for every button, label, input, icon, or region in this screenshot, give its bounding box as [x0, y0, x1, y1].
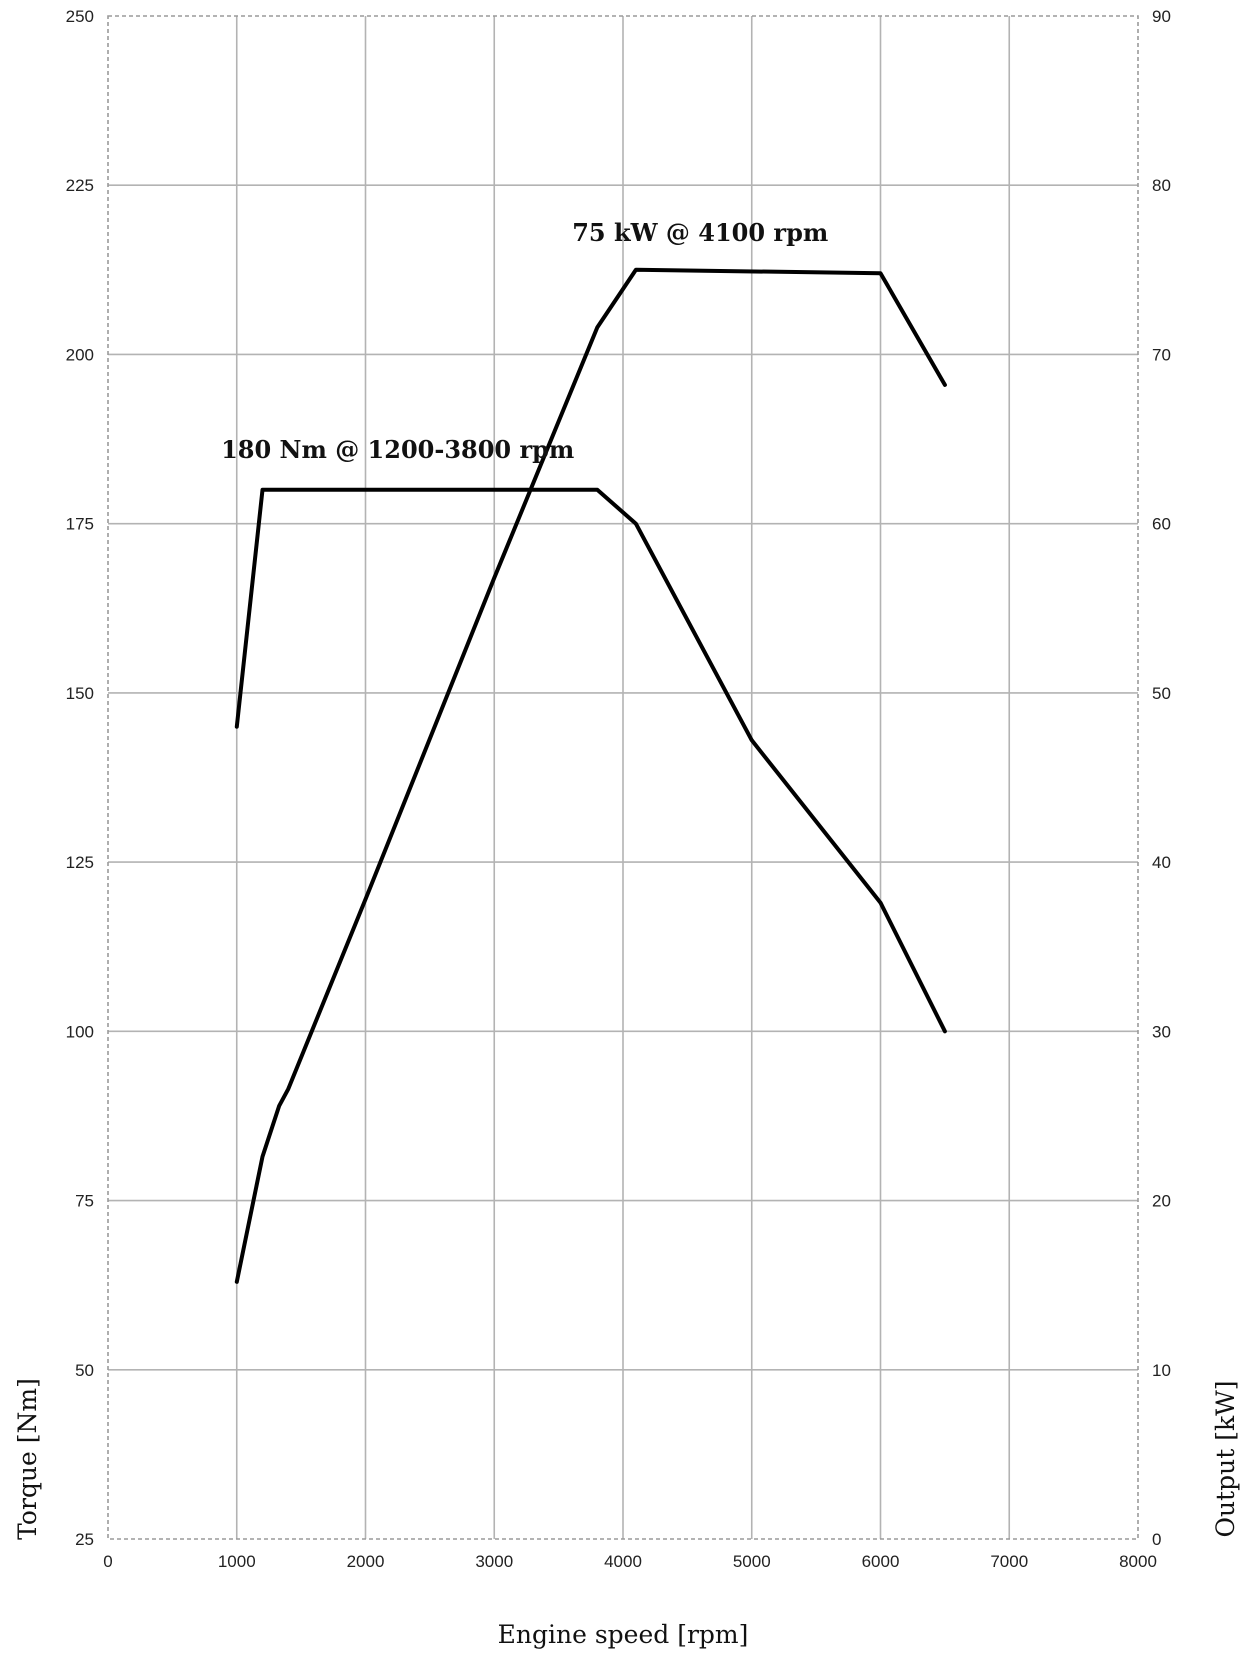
y-left-tick-label: 100	[66, 1022, 94, 1041]
annotation-label: 75 kW @ 4100 rpm	[572, 218, 828, 247]
x-tick-label: 0	[103, 1552, 112, 1571]
y-left-tick-label: 125	[66, 853, 94, 872]
y-right-tick-label: 80	[1152, 176, 1171, 195]
y-right-tick-label: 50	[1152, 684, 1171, 703]
y-left-axis-title: Torque [Nm]	[13, 1378, 42, 1540]
y-left-tick-label: 250	[66, 7, 94, 26]
y-left-tick-label: 150	[66, 684, 94, 703]
x-tick-label: 7000	[990, 1552, 1028, 1571]
y-left-tick-label: 225	[66, 176, 94, 195]
x-tick-label: 2000	[347, 1552, 385, 1571]
y-left-axis-ticks: 25 50 75 100 125 150 175 200 225 250	[66, 7, 94, 1549]
gridlines	[108, 16, 1138, 1539]
annotations: 180 Nm @ 1200-3800 rpm 75 kW @ 4100 rpm	[221, 218, 828, 464]
y-right-tick-label: 30	[1152, 1022, 1171, 1041]
series-group	[234, 267, 947, 1284]
y-right-tick-label: 10	[1152, 1361, 1171, 1380]
y-left-tick-label: 200	[66, 345, 94, 364]
annotation-label: 180 Nm @ 1200-3800 rpm	[221, 435, 574, 464]
y-right-tick-label: 70	[1152, 345, 1171, 364]
x-tick-label: 5000	[733, 1552, 771, 1571]
y-left-tick-label: 75	[75, 1192, 94, 1211]
y-right-tick-label: 60	[1152, 515, 1171, 534]
y-left-tick-label: 50	[75, 1361, 94, 1380]
y-right-tick-label: 90	[1152, 7, 1171, 26]
x-tick-label: 8000	[1119, 1552, 1157, 1571]
plot-area-frame	[107, 15, 1139, 1540]
y-left-tick-label: 175	[66, 515, 94, 534]
output-curve	[234, 267, 947, 1284]
y-right-axis-ticks: 0 10 20 30 40 50 60 70 80 90	[1152, 7, 1171, 1549]
torque-curve	[234, 487, 947, 1034]
y-left-tick-label: 25	[75, 1530, 94, 1549]
y-right-tick-label: 40	[1152, 853, 1171, 872]
x-axis-title: Engine speed [rpm]	[498, 1620, 749, 1649]
x-tick-label: 4000	[604, 1552, 642, 1571]
y-right-tick-label: 20	[1152, 1192, 1171, 1211]
x-tick-label: 3000	[475, 1552, 513, 1571]
y-right-axis-title: Output [kW]	[1211, 1380, 1240, 1537]
x-axis-ticks: 0 1000 2000 3000 4000 5000 6000 7000 8000	[103, 1552, 1157, 1571]
y-right-tick-label: 0	[1152, 1530, 1161, 1549]
x-tick-label: 6000	[862, 1552, 900, 1571]
x-tick-label: 1000	[218, 1552, 256, 1571]
